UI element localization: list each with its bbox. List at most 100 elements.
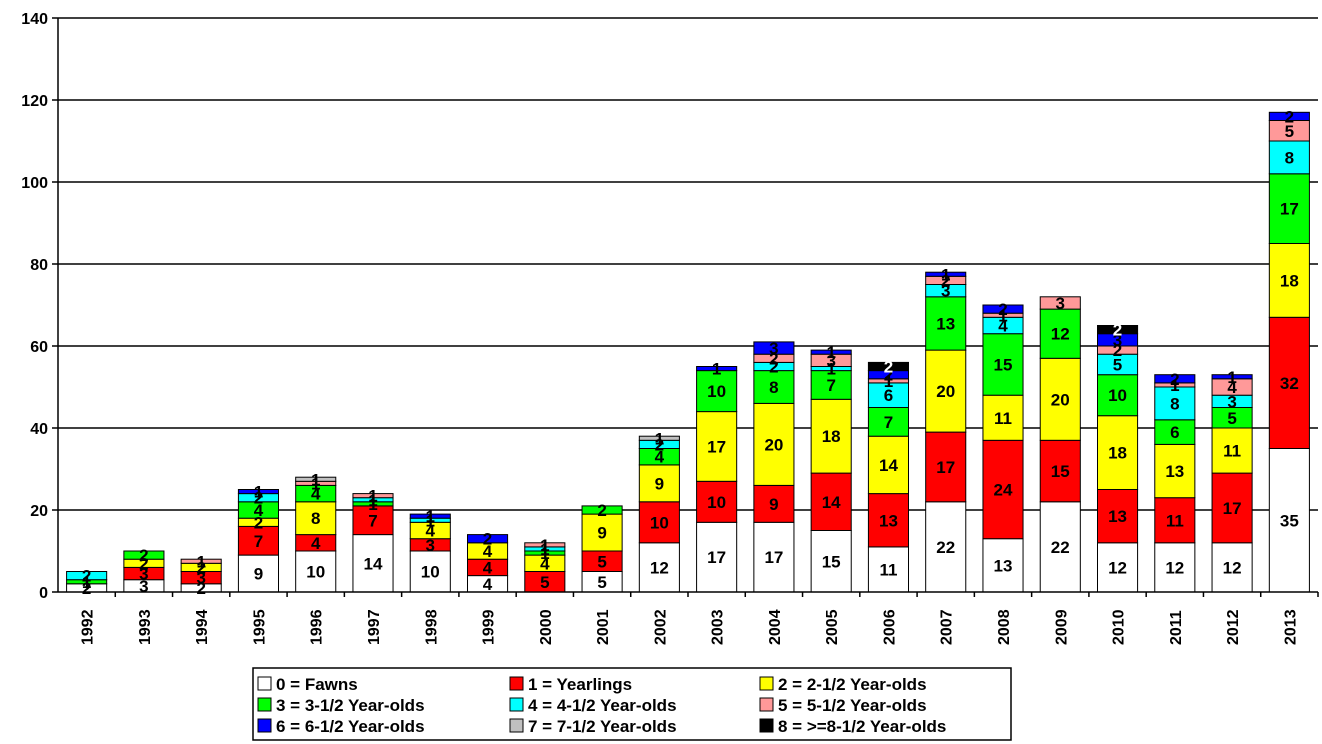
data-label: 14 bbox=[364, 554, 383, 573]
bar-segment bbox=[1154, 419, 1196, 445]
data-label: 12 bbox=[650, 558, 669, 577]
data-label: 1 bbox=[941, 265, 950, 284]
data-label: 1 bbox=[426, 507, 435, 526]
data-label: 2 bbox=[82, 579, 91, 598]
data-label: 1 bbox=[826, 343, 835, 362]
data-label: 4 bbox=[311, 485, 321, 504]
bar-segment bbox=[180, 558, 222, 564]
legend-swatch bbox=[257, 697, 272, 712]
data-label: 12 bbox=[1223, 558, 1242, 577]
data-label: 7 bbox=[254, 532, 263, 551]
data-label: 3 bbox=[941, 282, 950, 301]
data-label: 9 bbox=[769, 495, 778, 514]
data-label: 1 bbox=[196, 552, 205, 571]
data-label: 1 bbox=[1227, 368, 1236, 387]
data-label: 11 bbox=[994, 409, 1012, 428]
data-label: 13 bbox=[1165, 462, 1184, 481]
bar-segment bbox=[409, 513, 451, 519]
x-tick-label: 2002 bbox=[652, 609, 669, 645]
bar-segment bbox=[638, 464, 680, 503]
x-tick-label: 2005 bbox=[824, 609, 841, 645]
data-label: 1 bbox=[254, 483, 263, 502]
data-label: 1 bbox=[311, 474, 320, 493]
x-tick-label: 2003 bbox=[710, 609, 727, 645]
data-label: 12 bbox=[1051, 325, 1070, 344]
x-tick-label: 1993 bbox=[137, 609, 154, 645]
data-label: 2 bbox=[884, 358, 893, 377]
bar-segment bbox=[753, 484, 795, 523]
data-label: 3 bbox=[1227, 392, 1236, 411]
x-tick-label: 2010 bbox=[1111, 609, 1128, 645]
segment-labels: 2123322232197242110484111471111034114442… bbox=[82, 107, 1299, 598]
data-label: 3 bbox=[1056, 294, 1065, 313]
data-label: 2 bbox=[139, 554, 148, 573]
bar-segment bbox=[467, 534, 509, 544]
bar-segment bbox=[237, 525, 279, 556]
data-label: 2 bbox=[82, 567, 91, 586]
bar-segment bbox=[581, 513, 623, 552]
bars bbox=[66, 111, 1310, 593]
y-tick-label: 140 bbox=[21, 11, 48, 28]
data-label: 4 bbox=[483, 542, 493, 561]
data-label: 2 bbox=[196, 558, 205, 577]
x-tick-label: 2008 bbox=[996, 609, 1013, 645]
data-label: 1 bbox=[826, 360, 835, 379]
legend-label: 4 = 4-1/2 Year-olds bbox=[528, 696, 677, 715]
data-label: 9 bbox=[254, 565, 263, 584]
legend-label: 0 = Fawns bbox=[276, 675, 358, 694]
bar-segment bbox=[753, 370, 795, 404]
legend-swatch bbox=[257, 676, 272, 691]
bar-segment bbox=[696, 366, 738, 372]
bar-segment bbox=[1039, 357, 1081, 441]
data-label: 1 bbox=[82, 573, 91, 592]
data-label: 17 bbox=[707, 437, 726, 456]
data-label: 2 bbox=[254, 489, 263, 508]
legend-label: 6 = 6-1/2 Year-olds bbox=[276, 717, 425, 736]
bar-segment bbox=[982, 439, 1024, 540]
bar-segment bbox=[982, 394, 1024, 441]
x-tick-label: 1998 bbox=[423, 609, 440, 645]
legend-swatch bbox=[759, 676, 774, 691]
data-label: 10 bbox=[421, 563, 440, 582]
bar-segment bbox=[295, 550, 337, 593]
data-label: 12 bbox=[1165, 558, 1184, 577]
bar-segment bbox=[1039, 439, 1081, 503]
bar-segment bbox=[66, 571, 108, 581]
x-tick-label: 2004 bbox=[767, 609, 784, 645]
bar-segment bbox=[352, 493, 394, 499]
data-label: 5 bbox=[597, 552, 606, 571]
bar-segment bbox=[1097, 489, 1139, 544]
data-label: 10 bbox=[650, 513, 669, 532]
data-label: 3 bbox=[826, 351, 835, 370]
data-label: 3 bbox=[426, 536, 435, 555]
bar-segment bbox=[638, 435, 680, 441]
data-label: 10 bbox=[707, 382, 726, 401]
data-label: 2 bbox=[655, 435, 664, 454]
data-label: 2 bbox=[254, 513, 263, 532]
legend-swatch bbox=[759, 697, 774, 712]
data-label: 20 bbox=[764, 435, 783, 454]
y-tick-label: 60 bbox=[30, 339, 48, 356]
data-label: 35 bbox=[1280, 511, 1299, 530]
data-label: 17 bbox=[707, 548, 726, 567]
legend-swatch bbox=[759, 718, 774, 733]
y-axis-ticks: 0 20 40 60 80 100 120 140 bbox=[21, 11, 58, 602]
x-tick-label: 2012 bbox=[1225, 609, 1242, 645]
data-label: 11 bbox=[1223, 442, 1241, 461]
bar-segment bbox=[1268, 111, 1310, 122]
data-label: 32 bbox=[1280, 374, 1299, 393]
bar-segment bbox=[753, 341, 795, 355]
legend-swatch bbox=[257, 718, 272, 733]
x-tick-label: 2007 bbox=[939, 609, 956, 645]
data-label: 13 bbox=[994, 556, 1013, 575]
data-label: 10 bbox=[306, 563, 325, 582]
data-label: 17 bbox=[936, 458, 955, 477]
data-label: 17 bbox=[1223, 499, 1242, 518]
data-label: 3 bbox=[196, 569, 205, 588]
data-label: 20 bbox=[936, 382, 955, 401]
data-label: 4 bbox=[483, 575, 493, 594]
x-tick-label: 2013 bbox=[1282, 609, 1299, 645]
data-label: 11 bbox=[879, 560, 897, 579]
x-tick-label: 1992 bbox=[80, 609, 97, 645]
